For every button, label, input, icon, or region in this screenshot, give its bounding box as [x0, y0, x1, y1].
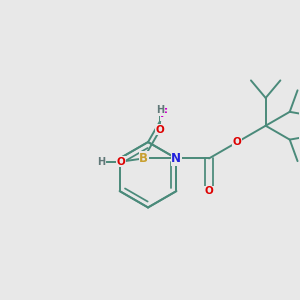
Text: O: O: [116, 157, 125, 167]
Text: N: N: [171, 152, 181, 165]
Text: F: F: [160, 107, 168, 120]
Text: O: O: [233, 137, 242, 147]
Text: B: B: [139, 152, 148, 165]
Text: O: O: [205, 186, 213, 196]
Text: H: H: [97, 157, 105, 167]
Text: H: H: [156, 105, 164, 116]
Text: O: O: [156, 125, 164, 135]
